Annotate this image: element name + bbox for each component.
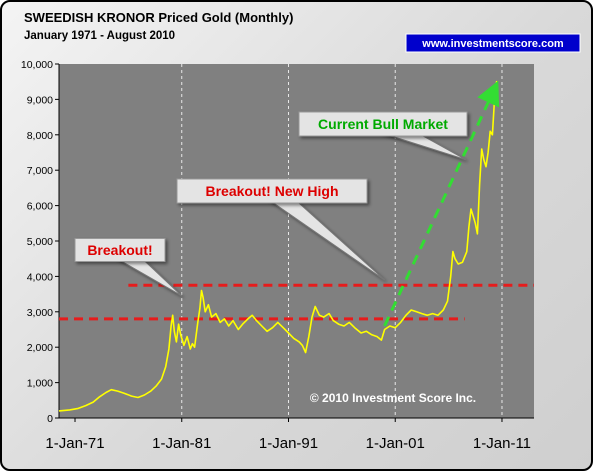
callout-label: Current Bull Market	[318, 116, 448, 132]
copyright-note: © 2010 Investment Score Inc.	[310, 391, 476, 405]
y-tick-label: 8,000	[27, 130, 53, 142]
callouts: Breakout! Breakout! New High Current Bull …	[74, 111, 468, 297]
y-tick-label: 3,000	[27, 307, 53, 319]
x-tick-label: 1-Jan-71	[45, 435, 104, 452]
callout-label: Breakout!	[87, 242, 152, 258]
y-tick-label: 6,000	[27, 201, 53, 213]
callout-box	[298, 111, 468, 137]
y-tick-label: 2,000	[27, 342, 53, 354]
website-link[interactable]: www.investmentscore.com	[421, 38, 564, 50]
x-tick-label: 1-Jan-11	[473, 435, 531, 452]
trend-arrow-layer	[383, 80, 500, 327]
callout: Breakout!	[74, 238, 183, 297]
y-tick-label: 10,000	[21, 59, 53, 71]
trend-arrow	[383, 80, 500, 327]
chart-subtitle: January 1971 - August 2010	[24, 30, 175, 42]
website-badge	[405, 33, 581, 53]
y-tick-label: 7,000	[27, 165, 53, 177]
x-tick-label: 1-Jan-81	[152, 435, 211, 452]
y-axis-ticks: 0 1,000 2,000 3,000 4,000 5,000 6,000 7,000 8,00…	[21, 59, 60, 425]
callout: Current Bull Market	[298, 111, 468, 161]
y-tick-label: 4,000	[27, 271, 53, 283]
y-tick-label: 0	[47, 413, 53, 425]
callout-box	[176, 178, 368, 204]
gridlines	[181, 64, 503, 418]
chart-title: SWEEDISH KRONOR Priced Gold (Monthly)	[24, 10, 293, 25]
callout: Breakout! New High	[176, 178, 385, 281]
y-tick-label: 9,000	[27, 94, 53, 106]
y-tick-label: 5,000	[27, 236, 53, 248]
support-lines	[59, 283, 534, 321]
callout-label: Breakout! New High	[205, 183, 338, 199]
series-layer	[58, 80, 499, 412]
x-axis-ticks: 1-Jan-71 1-Jan-81 1-Jan-91 1-Jan-01 1-Jan-11	[45, 417, 534, 452]
y-tick-label: 1,000	[27, 378, 53, 390]
x-tick-label: 1-Jan-91	[259, 435, 318, 452]
callout-box	[74, 238, 166, 262]
x-tick-label: 1-Jan-01	[366, 435, 425, 452]
price-series-line	[58, 80, 499, 412]
